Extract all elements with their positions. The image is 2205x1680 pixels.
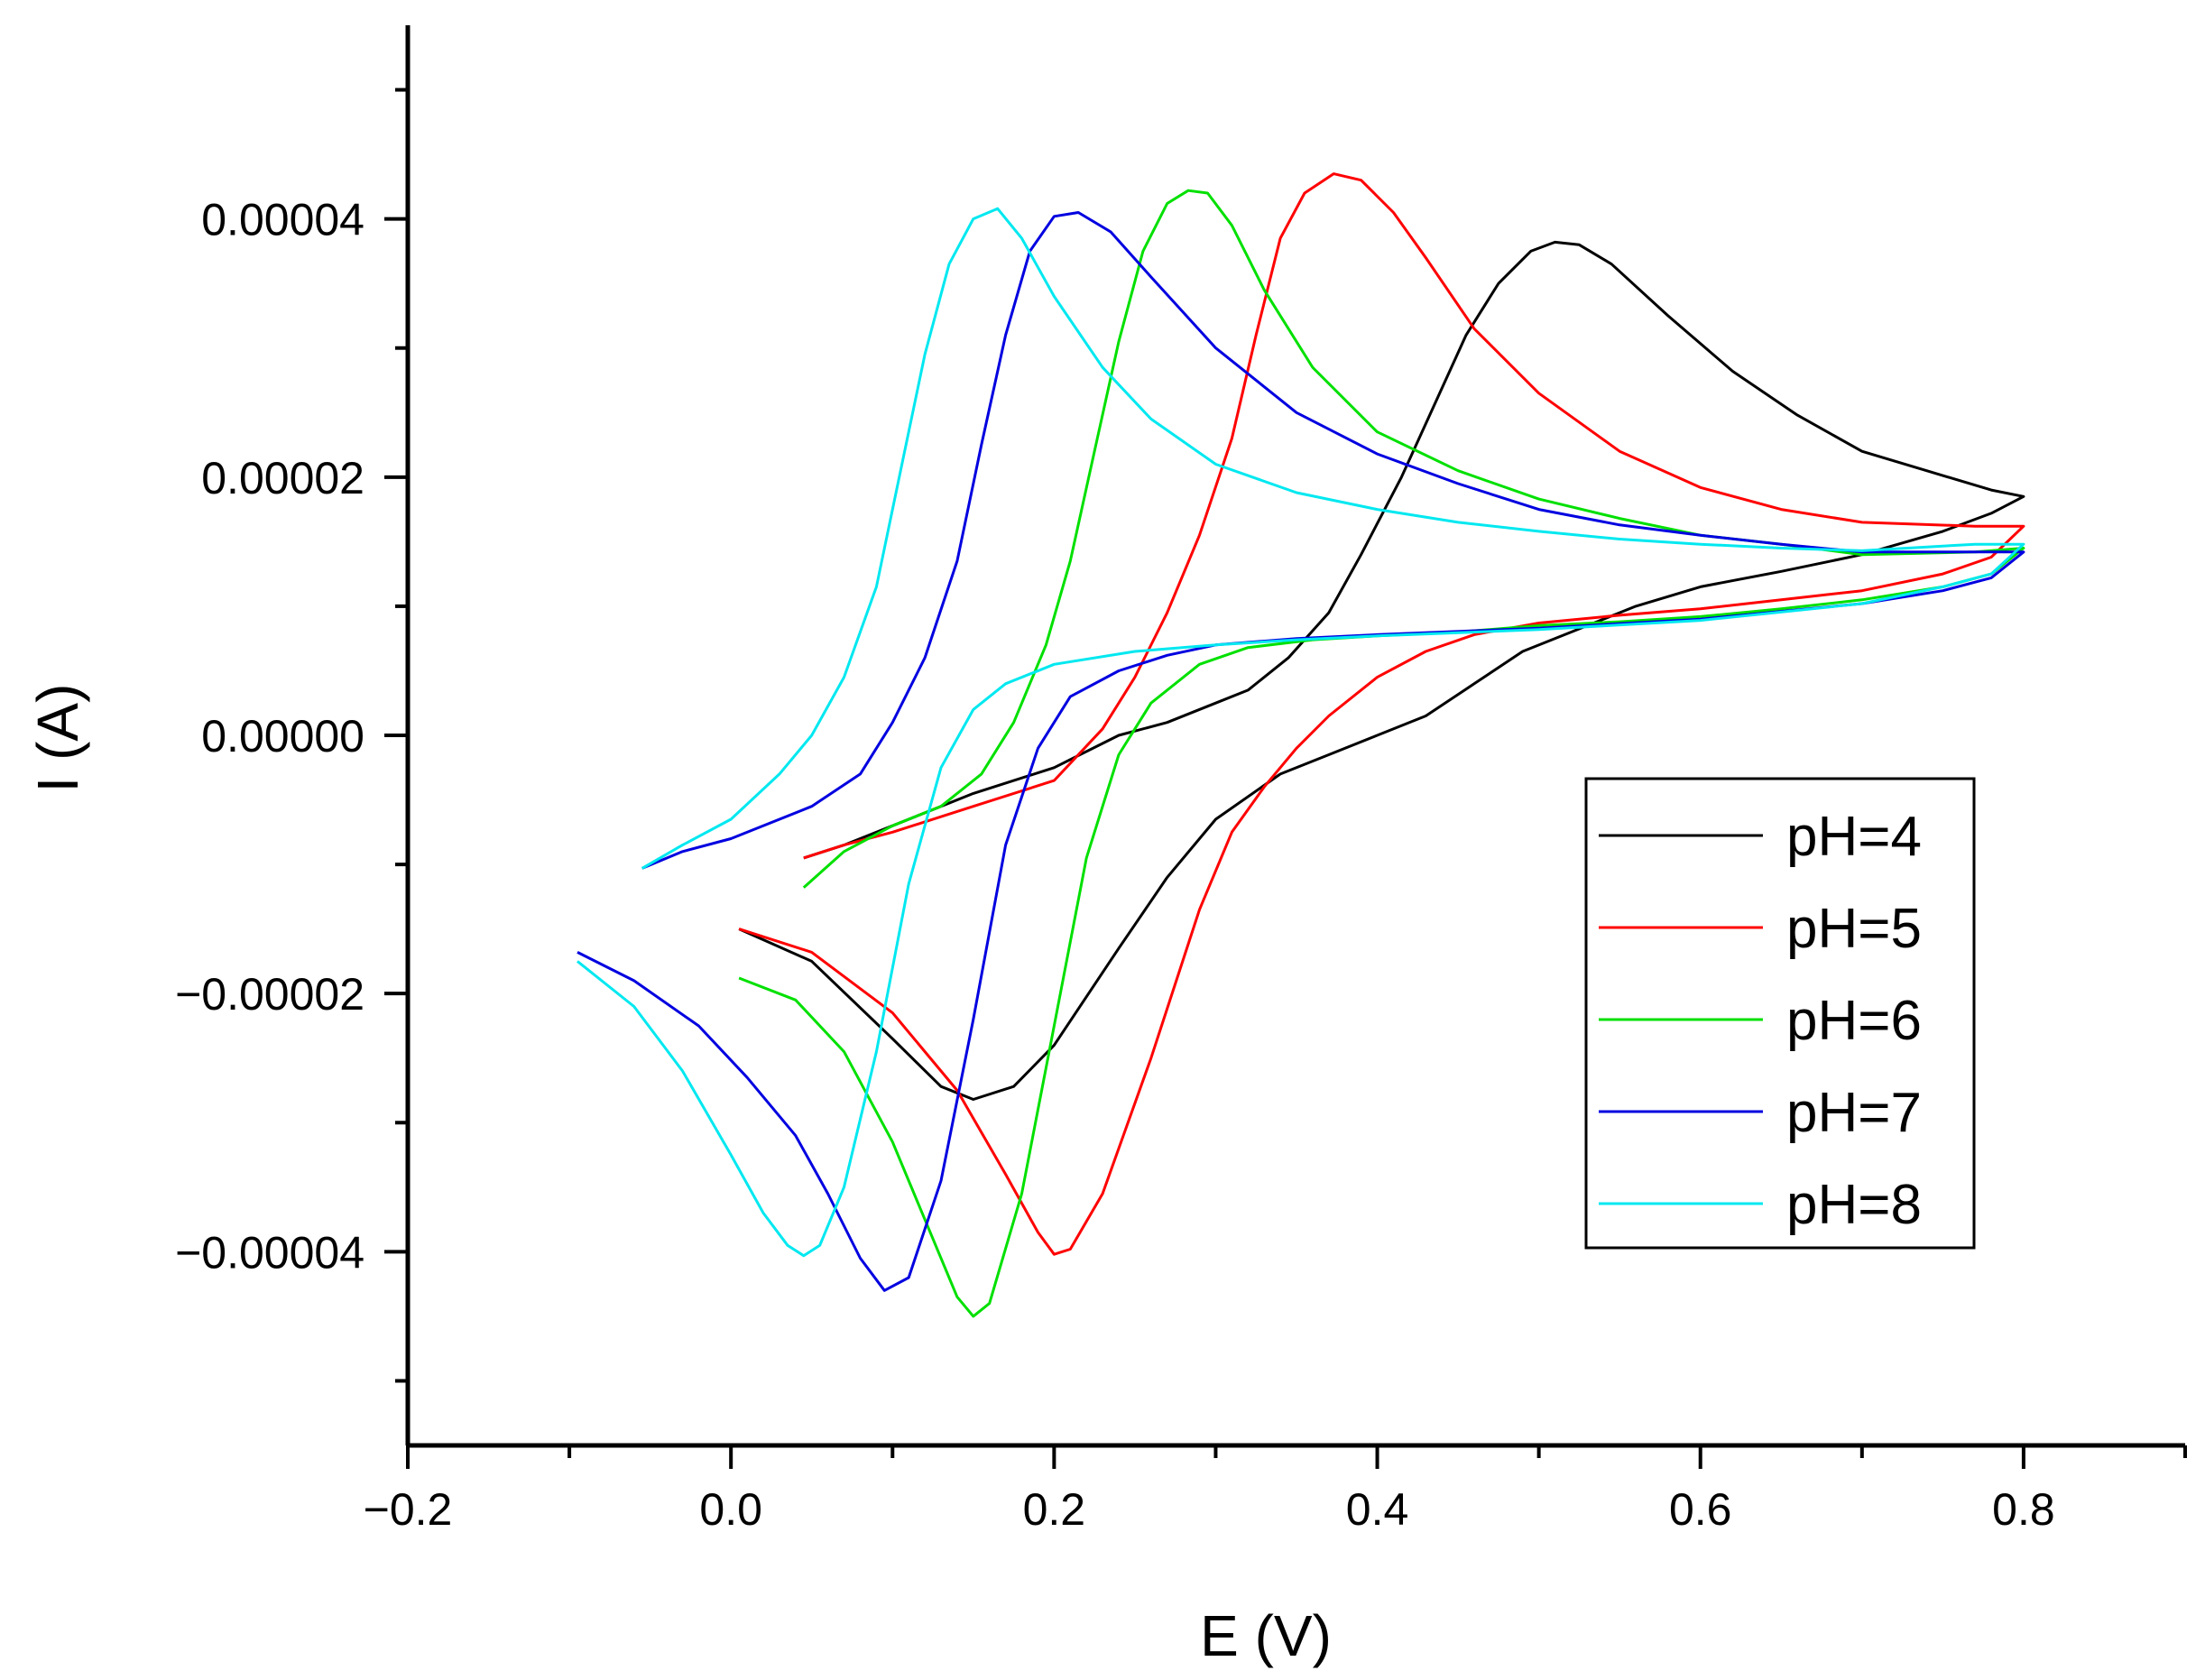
x-tick-label: 0.0 [699, 1484, 762, 1535]
y-axis-ticks: −0.00004 −0.00002 0.00000 0.00002 0.00004 [175, 88, 408, 1383]
y-tick-label: 0.00004 [201, 195, 364, 245]
legend-label: pH=8 [1786, 1174, 1922, 1236]
x-axis-title: E (V) [1200, 1603, 1332, 1668]
series-line-ph8 [577, 207, 2025, 1258]
y-tick-label: −0.00002 [175, 969, 364, 1020]
legend: pH=4 pH=5 pH=6 pH=7 pH=8 [1584, 777, 1976, 1250]
y-tick-label: 0.00002 [201, 453, 364, 503]
legend-label: pH=5 [1786, 898, 1922, 960]
y-tick-label: 0.00000 [201, 711, 364, 762]
y-tick-label: −0.00004 [175, 1227, 364, 1278]
legend-box [1584, 777, 1976, 1250]
y-axis-title: I (A) [25, 684, 90, 793]
x-tick-label: 0.2 [1023, 1484, 1086, 1535]
x-axis-ticks: −0.2 0.0 0.2 0.4 0.6 0.8 [364, 1445, 2187, 1535]
legend-label: pH=6 [1786, 990, 1922, 1052]
series-curves [577, 172, 2025, 1318]
x-tick-label: 0.4 [1346, 1484, 1409, 1535]
legend-label: pH=4 [1786, 806, 1922, 868]
series-line-ph5 [738, 172, 2025, 1256]
x-tick-label: 0.6 [1669, 1484, 1732, 1535]
legend-label: pH=7 [1786, 1082, 1922, 1144]
x-tick-label: −0.2 [364, 1484, 453, 1535]
series-line-ph6 [738, 189, 2025, 1318]
series-line-ph4 [738, 240, 2025, 1101]
series-line-ph7 [577, 211, 2025, 1292]
x-tick-label: 0.8 [1992, 1484, 2055, 1535]
